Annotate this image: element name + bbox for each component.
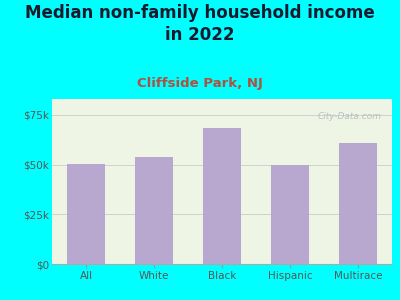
Text: Cliffside Park, NJ: Cliffside Park, NJ [137,76,263,89]
Bar [203,128,241,264]
Text: City-Data.com: City-Data.com [318,112,382,121]
Bar [339,143,376,264]
Bar [135,157,173,264]
Bar [68,164,105,264]
Bar [271,165,309,264]
Text: Median non-family household income
in 2022: Median non-family household income in 20… [25,4,375,44]
